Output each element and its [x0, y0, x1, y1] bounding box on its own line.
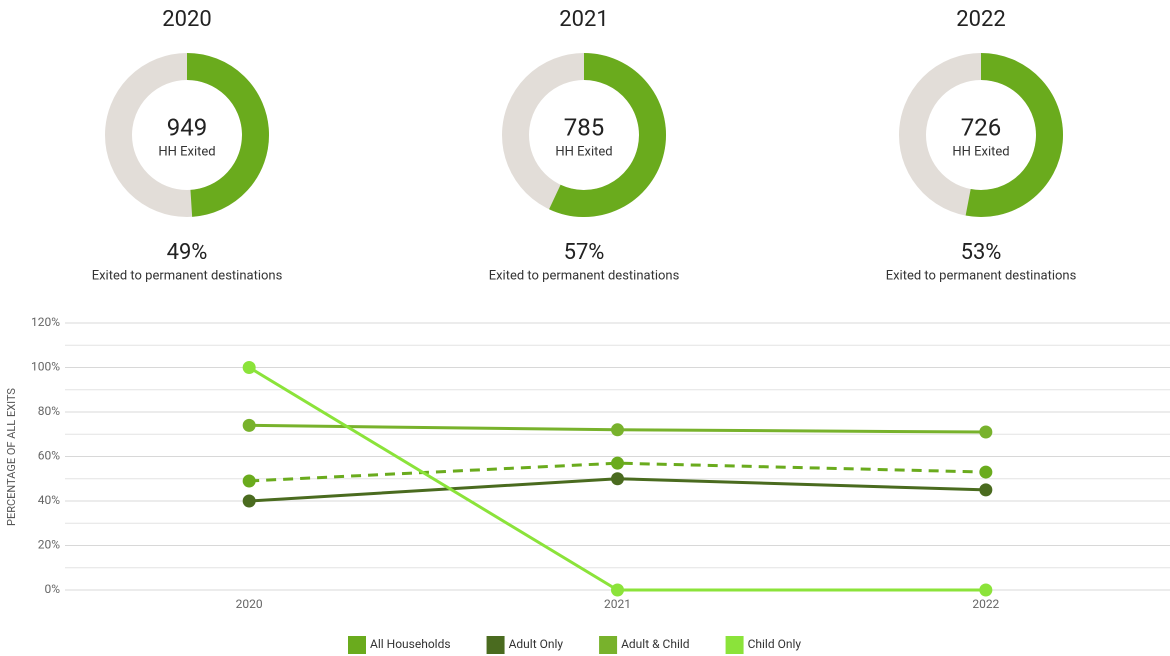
- donut-subtitle: Exited to permanent destinations: [886, 268, 1077, 283]
- donut-title: 2020: [162, 7, 211, 32]
- legend-label: All Households: [370, 637, 451, 651]
- series-point: [242, 474, 256, 488]
- y-tick-label: 80%: [38, 404, 60, 418]
- series-point: [242, 418, 256, 432]
- series-point: [611, 583, 624, 597]
- donut-percent: 49%: [167, 240, 208, 265]
- series-point: [611, 423, 624, 437]
- series-point: [979, 483, 993, 497]
- donut-title: 2022: [956, 7, 1005, 32]
- series-line: [249, 461, 986, 483]
- donut-percent: 53%: [961, 240, 1002, 265]
- legend-label: Adult & Child: [621, 637, 690, 651]
- series-point: [979, 583, 993, 597]
- donut-total: 949: [167, 113, 207, 141]
- donut-percent: 57%: [564, 240, 605, 265]
- donut-arc: [965, 53, 1063, 217]
- legend-swatch: [725, 636, 744, 654]
- series-point: [611, 472, 624, 486]
- donut-subtitle: Exited to permanent destinations: [489, 268, 680, 283]
- x-tick-label: 2020: [236, 597, 263, 611]
- donut-title: 2021: [559, 7, 608, 32]
- legend-label: Child Only: [748, 637, 802, 651]
- donut-arc: [186, 53, 269, 217]
- y-tick-label: 0%: [44, 582, 60, 596]
- donut-total: 785: [564, 113, 604, 141]
- legend-label: Adult Only: [509, 637, 564, 651]
- x-tick-label: 2021: [604, 597, 631, 611]
- y-tick-label: 100%: [31, 360, 60, 374]
- donut-total: 726: [961, 113, 1001, 141]
- y-tick-label: 20%: [38, 538, 60, 552]
- series-point: [242, 494, 256, 508]
- donut-total-label: HH Exited: [555, 144, 612, 159]
- x-tick-label: 2022: [972, 597, 999, 611]
- legend-swatch: [486, 636, 505, 654]
- donut-arc: [549, 53, 666, 217]
- legend-swatch: [599, 636, 618, 654]
- donut-total-label: HH Exited: [158, 144, 215, 159]
- legend-swatch: [348, 636, 366, 654]
- y-tick-label: 60%: [38, 449, 60, 463]
- series-point: [611, 456, 624, 470]
- donut-subtitle: Exited to permanent destinations: [92, 268, 283, 283]
- y-tick-label: 40%: [38, 493, 60, 507]
- series-point: [979, 425, 993, 439]
- series-point: [979, 465, 993, 479]
- series-point: [242, 361, 256, 374]
- y-axis-label: PERCENTAGE OF ALL EXITS: [5, 388, 18, 526]
- y-tick-label: 120%: [31, 315, 60, 329]
- donut-total-label: HH Exited: [952, 144, 1009, 159]
